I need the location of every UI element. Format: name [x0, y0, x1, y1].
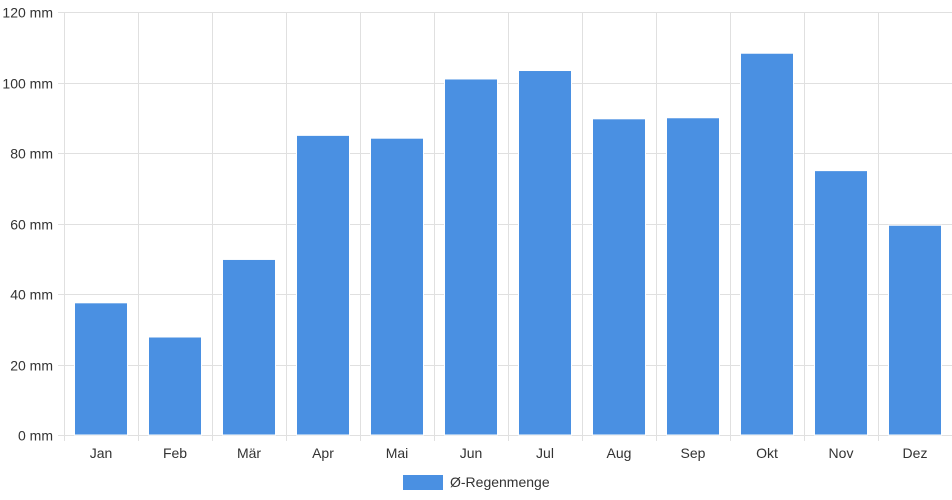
y-tick-label: 120 mm [2, 5, 53, 21]
x-tick-label: Aug [607, 445, 632, 461]
bar-jan[interactable] [74, 302, 128, 436]
bars [74, 52, 942, 436]
x-tick-label: Jun [460, 445, 483, 461]
bar-mai[interactable] [370, 137, 424, 436]
x-tick-label: Jul [536, 445, 554, 461]
bar-jul[interactable] [518, 70, 572, 436]
x-tick-label: Feb [163, 445, 187, 461]
legend[interactable]: Ø-Regenmenge [403, 474, 550, 490]
y-tick-label: 100 mm [2, 76, 53, 92]
x-tick-label: Dez [903, 445, 928, 461]
x-tick-label: Mai [386, 445, 409, 461]
legend-label[interactable]: Ø-Regenmenge [450, 474, 550, 490]
x-tick-label: Nov [829, 445, 854, 461]
y-axis-ticks: 0 mm 20 mm 40 mm 60 mm 80 mm 100 mm 120 mm [2, 5, 53, 444]
bar-apr[interactable] [296, 134, 350, 436]
x-tick-label: Mär [237, 445, 261, 461]
legend-swatch[interactable] [403, 475, 443, 490]
bar-dez[interactable] [888, 224, 942, 436]
y-tick-label: 20 mm [10, 358, 53, 374]
bar-aug[interactable] [592, 118, 646, 436]
y-tick-label: 0 mm [18, 428, 53, 444]
x-tick-label: Jan [90, 445, 113, 461]
x-tick-label: Sep [681, 445, 706, 461]
bar-jun[interactable] [444, 78, 498, 436]
grid [58, 12, 952, 441]
bar-sep[interactable] [666, 117, 720, 436]
bar-mär[interactable] [222, 258, 276, 436]
y-tick-label: 40 mm [10, 287, 53, 303]
bar-nov[interactable] [814, 170, 868, 436]
y-tick-label: 80 mm [10, 146, 53, 162]
bar-okt[interactable] [740, 52, 794, 436]
x-tick-label: Okt [756, 445, 778, 461]
bar-feb[interactable] [148, 336, 202, 436]
x-axis-ticks: Jan Feb Mär Apr Mai Jun Jul Aug Sep Okt Nov Dez [90, 445, 928, 461]
x-tick-label: Apr [312, 445, 334, 461]
y-tick-label: 60 mm [10, 217, 53, 233]
